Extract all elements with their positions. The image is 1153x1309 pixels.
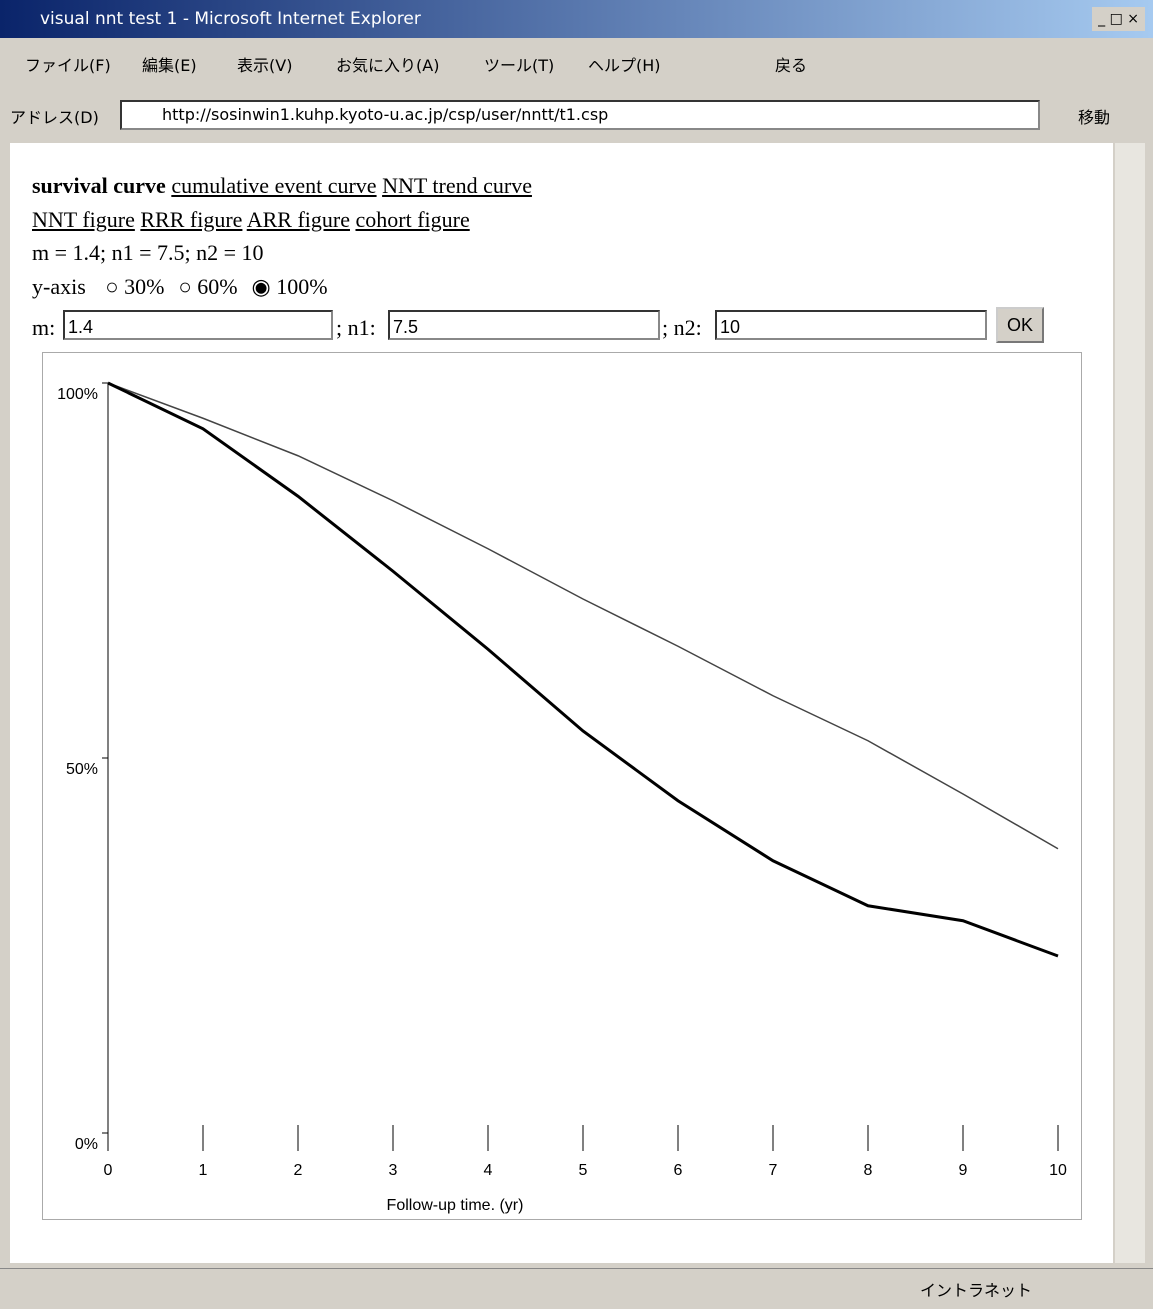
radio[interactable]: ○ 60% [178,274,237,299]
line-series [108,383,1058,956]
n1-label: ; n1: [336,315,376,341]
radio-label: 60% [197,274,237,299]
link[interactable]: cumulative event curve [171,173,376,198]
link[interactable]: NNT figure [32,207,135,232]
n2-input[interactable]: 10 [715,310,987,340]
line-series [108,383,1058,849]
browser-window: visual nnt test 1 - Microsoft Internet E… [0,0,1153,1308]
link[interactable]: ARR figure [247,207,350,232]
menu-item[interactable]: お気に入り(A) [336,52,439,76]
menu-item[interactable]: ヘルプ(H) [588,52,661,76]
title-bar: visual nnt test 1 - Microsoft Internet E… [0,0,1153,38]
params: m = 1.4; n1 = 7.5; n2 = 10 [32,240,264,266]
x-tick-label: 0 [104,1162,113,1179]
link-current: survival curve [32,173,166,198]
x-tick-label: 6 [674,1162,683,1179]
go-button[interactable]: 移動 [1078,104,1110,128]
x-tick-label: 2 [294,1162,303,1179]
x-tick-label: 7 [769,1162,778,1179]
x-tick-label: 5 [579,1162,588,1179]
menu-item[interactable]: ツール(T) [484,52,554,76]
link[interactable]: RRR figure [140,207,242,232]
y-axis-options: y-axis ○ 30% ○ 60% ◉ 100% [32,274,328,300]
chart: Follow-up time. (yr) 0% 50% 100% 0 1 2 3 4 5 6 7 8 9… [42,352,1082,1220]
address-input[interactable]: http://sosinwin1.kuhp.kyoto-u.ac.jp/csp/… [120,100,1040,130]
x-tick-label: 10 [1049,1162,1067,1179]
y-tick-label: 100% [57,386,98,403]
x-axis-title: Follow-up time. (yr) [387,1197,524,1214]
n2-label: ; n2: [662,315,702,341]
m-label: m: [32,315,55,341]
radio[interactable]: ○ 30% [105,274,164,299]
ok-button[interactable]: OK [996,307,1044,343]
x-tick-label: 4 [484,1162,493,1179]
radio-label: 30% [124,274,164,299]
page-content: survival curve cumulative event curve NN… [10,143,1113,1263]
status-bar: イントラネット [0,1268,1153,1309]
scrollbar[interactable] [1115,143,1145,1263]
zone: イントラネット [920,1277,1032,1301]
x-tick-label: 1 [199,1162,208,1179]
menu-item[interactable]: 表示(V) [237,52,292,76]
x-tick-label: 8 [864,1162,873,1179]
window-title: visual nnt test 1 - Microsoft Internet E… [40,9,421,29]
radio-label: 100% [276,274,327,299]
window-buttons[interactable]: _ □ × [1092,7,1145,31]
menu-item[interactable]: ファイル(F) [25,52,111,76]
menu-item[interactable]: 編集(E) [142,52,197,76]
back-button[interactable]: 戻る [775,52,807,76]
x-tick-label: 9 [959,1162,968,1179]
x-tick-label: 3 [389,1162,398,1179]
address-label: アドレス(D) [10,104,99,128]
link[interactable]: NNT trend curve [382,173,532,198]
y-tick-label: 0% [75,1136,98,1153]
n1-input[interactable]: 7.5 [388,310,660,340]
y-tick-label: 50% [66,761,98,778]
m-input[interactable]: 1.4 [63,310,333,340]
radio[interactable]: ◉ 100% [252,274,328,299]
label: y-axis [32,274,86,299]
link[interactable]: cohort figure [355,207,469,232]
